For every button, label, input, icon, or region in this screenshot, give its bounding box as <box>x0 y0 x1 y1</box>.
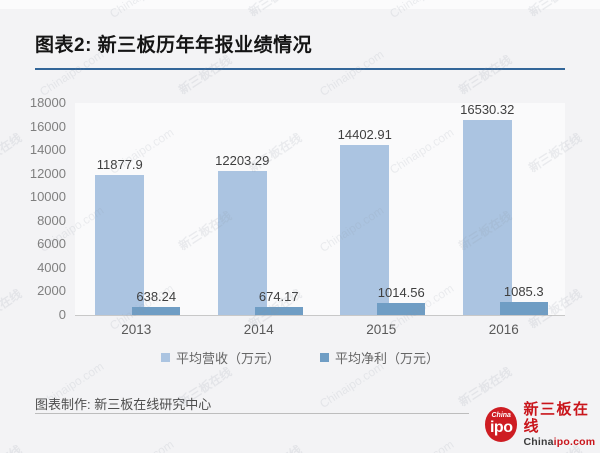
bar-平均营收（万元）-2016 <box>462 120 512 315</box>
footer-divider <box>35 413 469 414</box>
legend-swatch <box>320 353 329 362</box>
legend-swatch <box>160 353 170 362</box>
y-axis-tick-label: 18000 <box>29 95 66 110</box>
y-axis-tick-label: 16000 <box>29 118 66 134</box>
legend-label: 平均净利（万元） <box>335 351 440 366</box>
y-axis-tick-label: 10000 <box>29 189 66 205</box>
legend-item: 平均营收（万元） <box>160 348 280 367</box>
legend-item: 平均净利（万元） <box>320 348 439 367</box>
bar-value-label: 1014.56 <box>377 285 425 301</box>
bar-value-label: 1085.3 <box>503 284 544 300</box>
x-axis-line <box>75 315 565 316</box>
x-axis-category-label: 2015 <box>366 322 397 337</box>
bar-平均净利（万元）-2016 <box>499 302 548 315</box>
y-axis-tick-label: 2000 <box>37 283 66 299</box>
badge-top-text: China <box>491 412 511 420</box>
y-axis-tick-label: 0 <box>58 307 66 322</box>
logo-domain-red: ipo.com <box>553 435 596 448</box>
watermark-text: 新三板在线 <box>0 441 25 453</box>
y-axis-tick-label: 12000 <box>29 165 66 181</box>
y-axis-tick-label: 4000 <box>37 259 66 275</box>
bar-value-label: 16530.32 <box>460 102 515 118</box>
bar-平均净利（万元）-2015 <box>377 303 426 315</box>
logo-domain: Chinaipo.com <box>523 436 600 448</box>
bar-平均净利（万元）-2013 <box>132 307 181 315</box>
chart-title: 图表2: 新三板历年年报业绩情况 <box>35 35 313 56</box>
logo-domain-dark: China <box>523 435 554 448</box>
bar-平均营收（万元）-2015 <box>340 145 390 315</box>
watermark-text: Chinaipo.com <box>387 437 456 453</box>
y-axis-tick-label: 14000 <box>29 142 66 158</box>
bar-value-label: 638.24 <box>136 289 177 305</box>
chart-credit: 图表制作: 新三板在线研究中心 <box>35 397 212 412</box>
legend-label: 平均营收（万元） <box>175 351 280 366</box>
watermark-text: 新三板在线 <box>245 441 305 453</box>
top-strip <box>0 0 600 9</box>
bar-value-label: 14402.91 <box>337 127 392 143</box>
watermark-text: 新三板在线 <box>456 52 515 98</box>
x-axis-category-label: 2013 <box>121 322 152 337</box>
x-axis-category-label: 2016 <box>488 322 519 337</box>
badge-main-text: ipo <box>489 419 513 437</box>
x-axis-category-label: 2014 <box>243 322 274 337</box>
chinaipo-badge-icon: China ipo <box>485 406 518 442</box>
bar-value-label: 12203.29 <box>215 153 270 169</box>
watermark-text: Chinaipo.com <box>107 437 176 453</box>
logo-name: 新三板在线 <box>523 401 590 436</box>
y-axis-tick-label: 6000 <box>37 236 66 252</box>
logo-text: 新三板在线 Chinaipo.com <box>523 401 600 448</box>
bar-value-label: 11877.9 <box>96 157 143 173</box>
bar-平均营收（万元）-2014 <box>217 171 267 315</box>
bar-平均净利（万元）-2014 <box>254 307 303 315</box>
title-underline <box>35 68 565 70</box>
y-axis-tick-label: 8000 <box>37 212 66 228</box>
bar-value-label: 674.17 <box>258 289 299 305</box>
chinaipo-logo: China ipo 新三板在线 Chinaipo.com <box>485 401 600 448</box>
watermark-text: 新三板在线 <box>176 52 235 98</box>
chart-legend: 平均营收（万元） 平均净利（万元） <box>0 348 600 367</box>
bar-平均营收（万元）-2013 <box>95 175 145 315</box>
